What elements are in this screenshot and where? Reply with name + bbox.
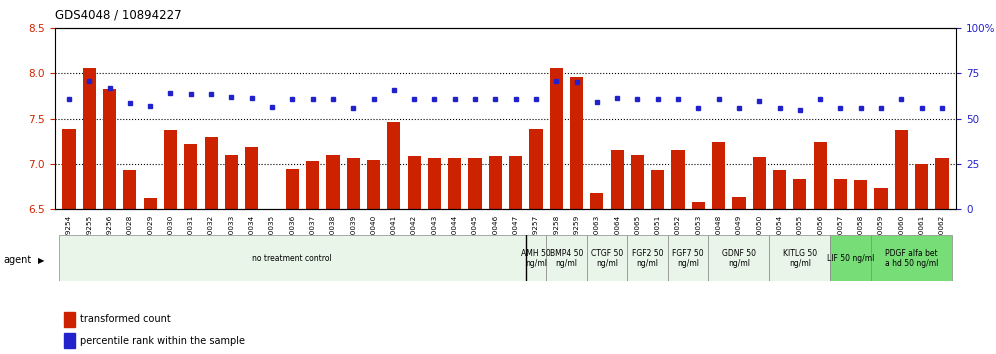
Text: KITLG 50
ng/ml: KITLG 50 ng/ml: [783, 249, 817, 268]
Bar: [546, 235, 587, 281]
Bar: [671, 150, 684, 209]
Text: FGF2 50
ng/ml: FGF2 50 ng/ml: [631, 249, 663, 268]
Bar: [831, 235, 871, 281]
Bar: [550, 68, 563, 209]
Bar: [611, 150, 623, 209]
Bar: [59, 235, 526, 281]
Text: GDNF 50
ng/ml: GDNF 50 ng/ml: [722, 249, 756, 268]
Bar: [327, 155, 340, 209]
Bar: [489, 156, 502, 209]
Text: LIF 50 ng/ml: LIF 50 ng/ml: [827, 254, 874, 263]
Bar: [367, 160, 380, 209]
Text: no treatment control: no treatment control: [252, 254, 333, 263]
Bar: [286, 169, 299, 209]
Bar: [245, 148, 258, 209]
Bar: [407, 156, 420, 209]
Bar: [915, 164, 928, 209]
Bar: [668, 235, 708, 281]
Bar: [834, 179, 847, 209]
Bar: [225, 155, 238, 209]
Bar: [509, 156, 522, 209]
Bar: [124, 170, 136, 209]
Bar: [874, 188, 887, 209]
Bar: [570, 77, 583, 209]
Bar: [184, 144, 197, 209]
Bar: [204, 137, 218, 209]
Bar: [587, 235, 627, 281]
Bar: [164, 130, 177, 209]
Bar: [428, 158, 441, 209]
Text: CTGF 50
ng/ml: CTGF 50 ng/ml: [591, 249, 623, 268]
Text: ▶: ▶: [38, 256, 45, 265]
Bar: [651, 170, 664, 209]
Bar: [591, 193, 604, 209]
Text: percentile rank within the sample: percentile rank within the sample: [80, 336, 245, 346]
Bar: [894, 130, 908, 209]
Bar: [468, 158, 482, 209]
Bar: [387, 122, 400, 209]
Text: agent: agent: [3, 255, 31, 265]
Text: transformed count: transformed count: [80, 314, 170, 324]
Bar: [814, 142, 827, 209]
Text: BMP4 50
ng/ml: BMP4 50 ng/ml: [550, 249, 583, 268]
Bar: [529, 130, 543, 209]
Bar: [63, 130, 76, 209]
Text: GDS4048 / 10894227: GDS4048 / 10894227: [55, 9, 181, 22]
Bar: [83, 68, 96, 209]
Text: AMH 50
ng/ml: AMH 50 ng/ml: [521, 249, 551, 268]
Bar: [712, 142, 725, 209]
Bar: [64, 312, 75, 326]
Bar: [630, 155, 644, 209]
Text: PDGF alfa bet
a hd 50 ng/ml: PDGF alfa bet a hd 50 ng/ml: [884, 249, 938, 268]
Bar: [143, 198, 156, 209]
Bar: [773, 170, 786, 209]
Bar: [306, 161, 319, 209]
Text: FGF7 50
ng/ml: FGF7 50 ng/ml: [672, 249, 704, 268]
Bar: [692, 202, 705, 209]
Bar: [708, 235, 769, 281]
Bar: [64, 333, 75, 348]
Bar: [871, 235, 952, 281]
Bar: [627, 235, 668, 281]
Bar: [793, 179, 807, 209]
Bar: [347, 158, 360, 209]
Bar: [526, 235, 546, 281]
Bar: [448, 158, 461, 209]
Bar: [935, 158, 948, 209]
Bar: [753, 156, 766, 209]
Bar: [103, 89, 117, 209]
Bar: [732, 197, 746, 209]
Bar: [769, 235, 831, 281]
Bar: [855, 180, 868, 209]
